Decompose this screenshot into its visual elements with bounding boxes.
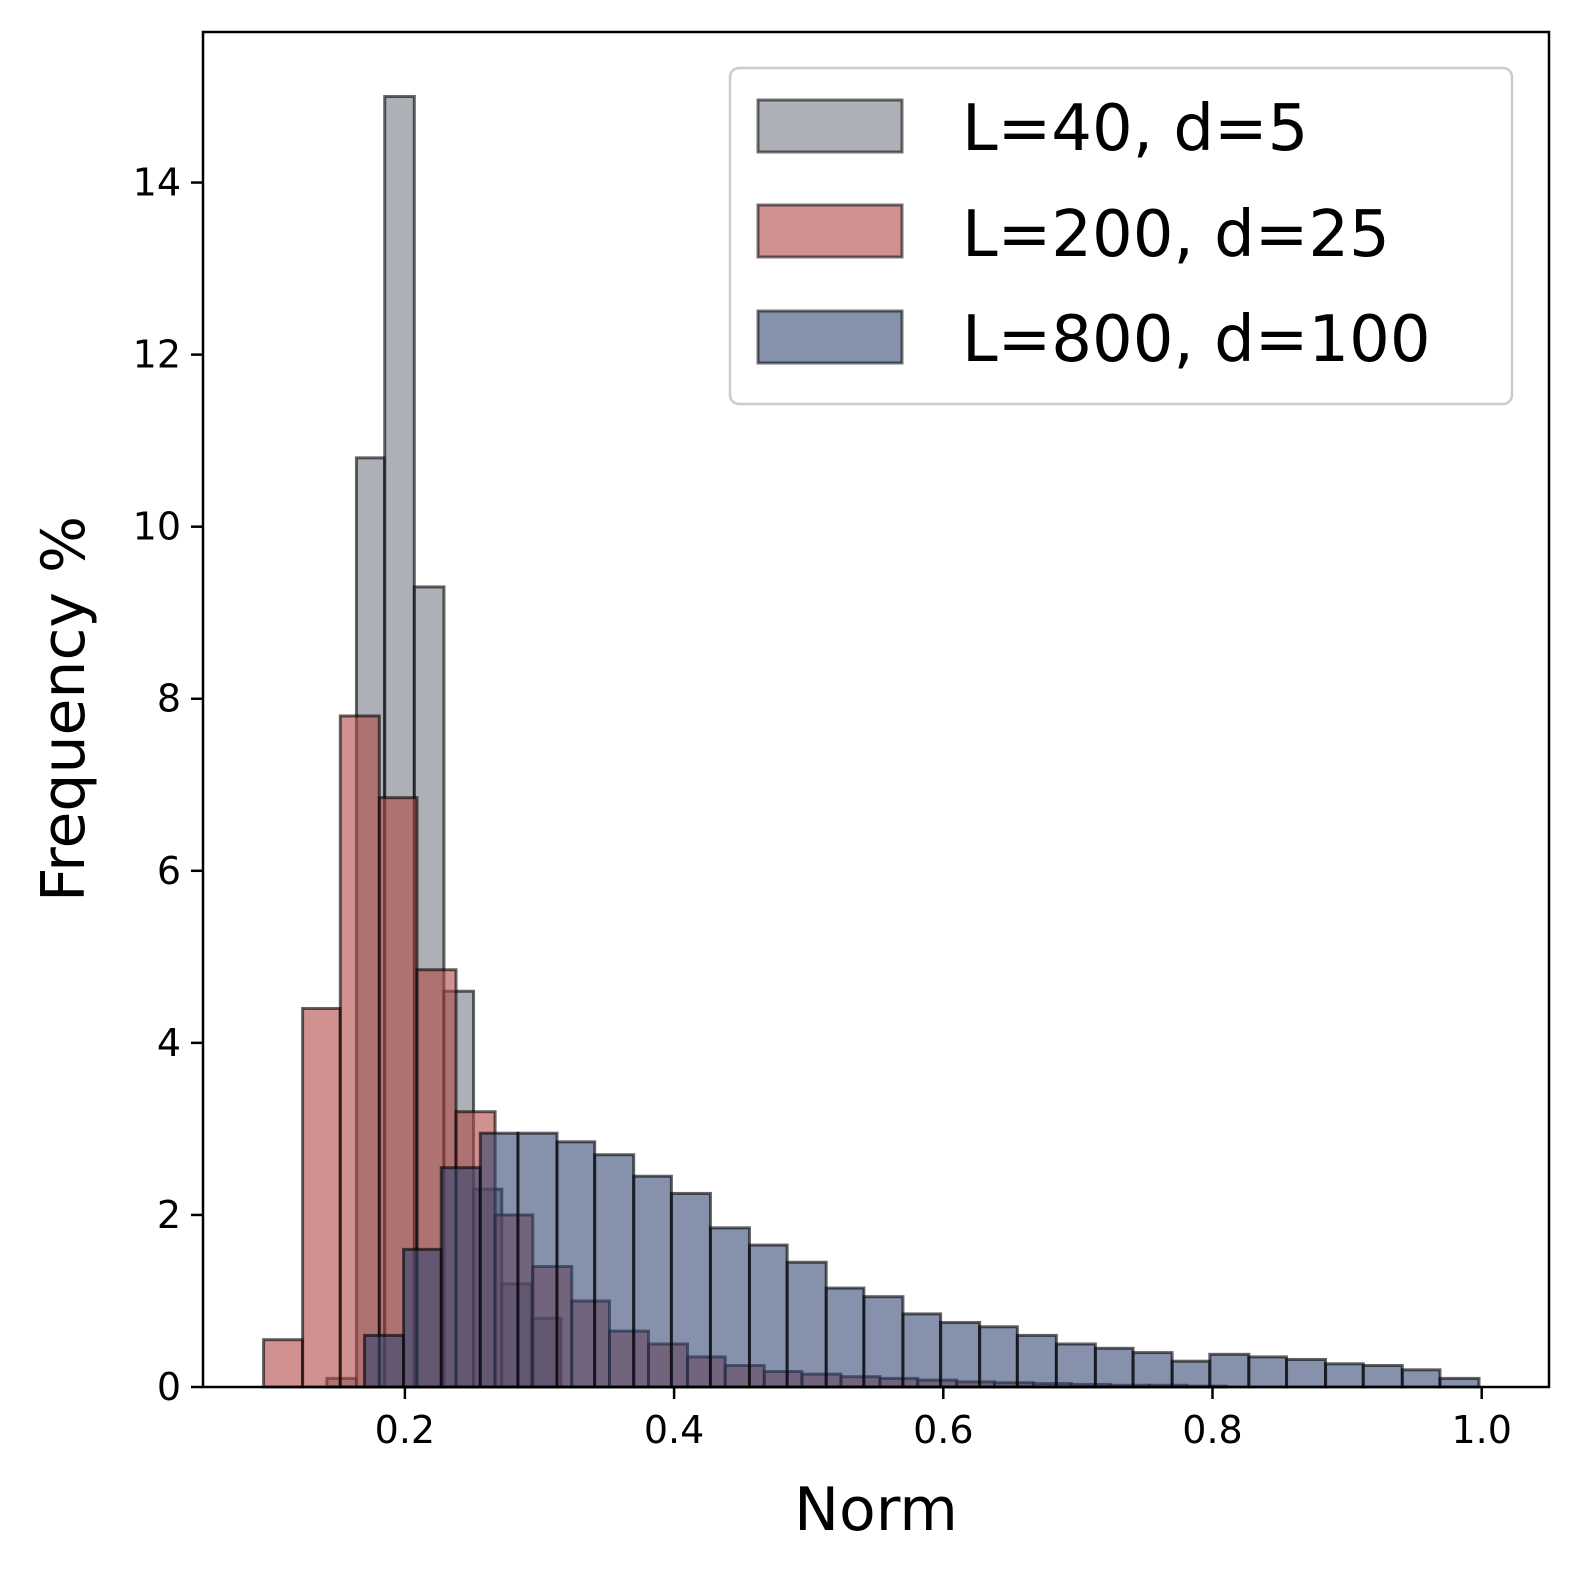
series-3-bar (1054, 1342, 1097, 1389)
series-3-bar (1247, 1355, 1289, 1389)
legend-swatch-series-2 (756, 203, 904, 259)
series-3-bar (747, 1243, 789, 1389)
series-3-bar (363, 1333, 406, 1389)
series-3-bar (402, 1247, 443, 1389)
y-axis-ticks: 0 2 4 6 8 10 12 14 (133, 161, 203, 1409)
bars-layer (262, 95, 1481, 1389)
legend-label-series-1: L=40, d=5 (962, 92, 1308, 166)
series-3-bar (1285, 1357, 1328, 1389)
y-axis-label: Frequency % (29, 516, 99, 902)
series-3-bar (901, 1312, 943, 1389)
series-3-bar (593, 1153, 636, 1389)
series-3-bar (478, 1131, 520, 1389)
series-3-bar (1093, 1346, 1135, 1389)
x-tick-label: 0.4 (644, 1408, 704, 1452)
plot-area-frame (201, 30, 1551, 1389)
y-tick-label: 0 (157, 1365, 181, 1409)
series-3-bar (785, 1260, 828, 1389)
series-3-bar (824, 1286, 866, 1389)
y-tick-label: 2 (157, 1193, 181, 1237)
series-3-bar (669, 1191, 712, 1389)
series-2-bar (301, 1006, 342, 1389)
series-3-bar (632, 1174, 673, 1389)
x-tick-label: 1.0 (1451, 1408, 1511, 1452)
legend: L=40, d=5 L=200, d=25 L=800, d=100 (728, 66, 1514, 406)
x-tick-label: 0.8 (1182, 1408, 1242, 1452)
series-3-bar (516, 1131, 559, 1389)
legend-label-series-3: L=800, d=100 (962, 303, 1431, 377)
series-3-bar (1170, 1359, 1212, 1389)
series-3-bar (1324, 1362, 1365, 1389)
y-tick-label: 12 (133, 333, 181, 377)
x-axis-ticks: 0.2 0.4 0.6 0.8 1.0 (375, 1387, 1512, 1452)
legend-swatch-series-3 (756, 309, 904, 365)
series-3-bar (1438, 1376, 1481, 1389)
series-3-bar (1131, 1351, 1174, 1389)
y-tick-label: 10 (133, 505, 181, 549)
series-3-bar (708, 1226, 751, 1389)
series-3-bar (939, 1320, 982, 1389)
legend-label-series-2: L=200, d=25 (962, 198, 1390, 272)
series-3-bar (978, 1325, 1019, 1389)
series-2-bar (262, 1338, 305, 1389)
series-3-bar (862, 1295, 905, 1389)
series-3-bars (363, 1131, 1481, 1389)
series-3-bar (1361, 1363, 1404, 1389)
series-3-bar (555, 1140, 597, 1389)
series-2-bar (338, 714, 381, 1389)
y-tick-label: 6 (157, 849, 181, 893)
x-axis-label: Norm (794, 1475, 958, 1545)
y-tick-label: 14 (133, 161, 181, 205)
series-3-bar (1400, 1368, 1442, 1389)
legend-box (728, 66, 1514, 406)
legend-swatch-series-1 (756, 98, 904, 154)
series-3-bar (439, 1166, 482, 1389)
x-tick-label: 0.6 (913, 1408, 973, 1452)
x-tick-label: 0.2 (375, 1408, 435, 1452)
y-tick-label: 4 (157, 1021, 181, 1065)
y-tick-label: 8 (157, 677, 181, 721)
series-3-bar (1015, 1333, 1058, 1389)
series-3-bar (1208, 1352, 1251, 1389)
